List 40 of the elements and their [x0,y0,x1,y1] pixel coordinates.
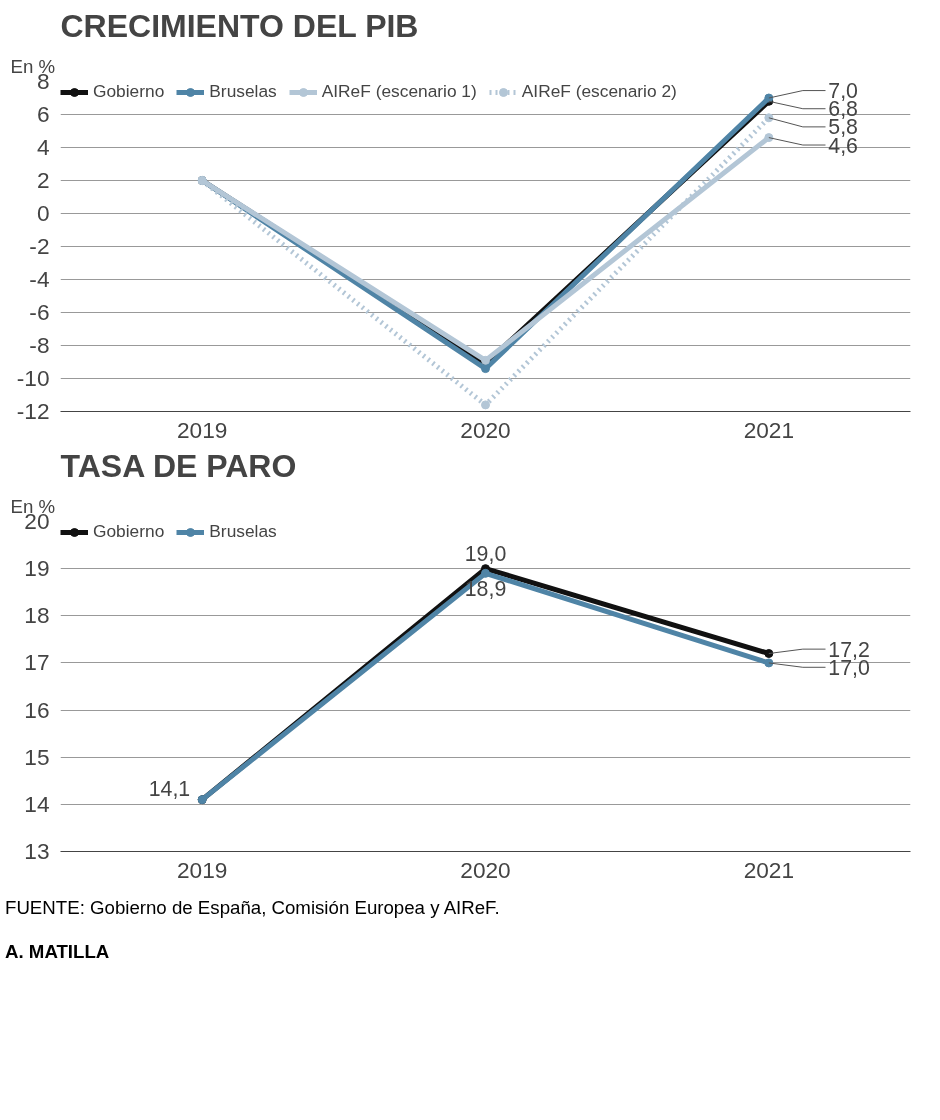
y-tick-label: -2 [29,233,50,259]
chart-title: TASA DE PARO [60,447,297,484]
point [481,568,490,578]
y-tick-label: -10 [16,365,50,391]
legend-label: Bruselas [209,81,277,102]
y-tick-label: 2 [36,167,50,193]
y-tick-label: -4 [29,266,50,292]
y-tick-label: 0 [36,200,50,226]
y-tick-label: -6 [29,299,50,325]
legend-label: AIReF (escenario 1) [321,81,477,102]
chart-title: CRECIMIENTO DEL PIB [60,7,419,44]
legend-label: Bruselas [209,521,277,542]
y-tick-label: 4 [36,134,50,160]
y-tick-label: -8 [29,332,50,358]
y-tick-label: -12 [16,398,50,424]
point [481,364,490,374]
y-tick-label: 6 [36,101,50,127]
data-label: 14,1 [148,776,191,801]
y-tick-label: 18 [24,602,50,629]
y-tick-label: 15 [24,743,50,770]
x-tick-label: 2020 [460,416,511,443]
y-tick-label: 19 [24,555,50,582]
legend-label: AIReF (escenario 2) [521,81,677,102]
y-tick-label: 17 [24,649,50,676]
x-tick-label: 2021 [743,416,795,443]
legend-label: Gobierno [93,81,165,102]
x-tick-label: 2021 [743,856,795,883]
point [481,400,490,410]
x-tick-label: 2020 [460,856,511,883]
x-tick-label: 2019 [176,416,228,443]
legend-label: Gobierno [93,521,165,542]
point [481,355,490,365]
source-note: FUENTE: Gobierno de España, Comisión Europea y AIReF. [5,896,500,920]
data-label: 19,0 [464,541,507,566]
data-label: 18,9 [464,577,507,602]
y-tick-label: 13 [24,838,50,864]
y-tick-label: 14 [24,790,50,817]
text: A. MATILLA [5,940,110,964]
y-tick-label: 16 [24,696,50,723]
x-tick-label: 2019 [176,856,228,883]
